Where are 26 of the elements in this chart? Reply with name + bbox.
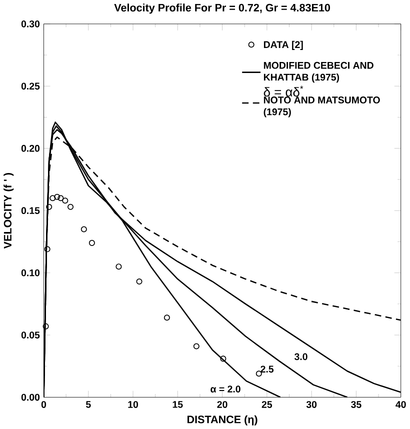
annotation: δ = αδ$^{*}$ (264, 86, 304, 97)
x-tick-label: 25 (262, 401, 272, 408)
y-axis-title: VELOCITY (f ' ) (4, 173, 14, 249)
y-tick-label: 0.00 (22, 394, 40, 401)
x-tick-label: 40 (396, 401, 406, 408)
y-tick-label: 0.05 (22, 332, 40, 338)
x-tick-label: 35 (351, 401, 362, 408)
annotation: α = 2.0 (210, 386, 240, 392)
y-tick-label: 0.10 (22, 269, 40, 276)
legend-label: MODIFIED CEBECI AND KHATTAB (1975) (264, 62, 374, 83)
x-tick-label: 5 (86, 401, 91, 408)
legend-label: DATA [2] (264, 40, 303, 50)
chart-title: Velocity Profile For Pr = 0.72, Gr = 4.83E10 (114, 4, 330, 14)
x-axis-title: DISTANCE (η) (188, 415, 258, 426)
y-tick-label: 0.30 (22, 20, 40, 28)
legend-label: NOTO AND MATSUMOTO (1975) (264, 96, 380, 118)
x-tick-label: 10 (128, 401, 138, 408)
x-tick-label: 20 (217, 401, 228, 408)
x-tick-label: 15 (172, 401, 183, 408)
y-tick-label: 0.20 (22, 144, 40, 152)
annotation: 2.5 (260, 366, 274, 373)
annotation: 3.0 (294, 353, 308, 360)
y-tick-label: 0.15 (22, 207, 40, 214)
x-tick-label: 30 (306, 401, 317, 408)
y-tick-label: 0.25 (22, 82, 40, 90)
x-tick-label: 0 (42, 401, 46, 408)
